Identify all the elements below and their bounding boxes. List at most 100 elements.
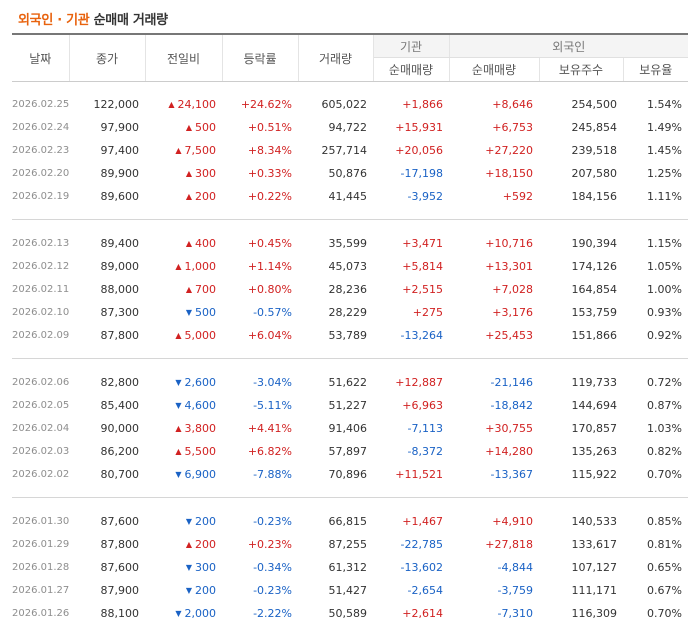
cell-date: 2026.01.28 bbox=[12, 556, 69, 579]
panel-title-investor: 외국인 · 기관 bbox=[18, 13, 89, 28]
cell-volume: 61,312 bbox=[298, 556, 373, 579]
cell-rate: +1.14% bbox=[222, 255, 298, 278]
cell-foreign-net: +27,220 bbox=[449, 139, 539, 162]
cell-foreign-hold: 111,171 bbox=[539, 579, 623, 602]
cell-close: 90,000 bbox=[69, 417, 145, 440]
cell-close: 82,800 bbox=[69, 371, 145, 394]
cell-foreign-ratio: 1.54% bbox=[623, 93, 688, 116]
cell-foreign-ratio: 0.93% bbox=[623, 301, 688, 324]
cell-change: ▼2,000 bbox=[145, 602, 222, 625]
cell-inst-net: +3,471 bbox=[373, 232, 449, 255]
cell-rate: +0.23% bbox=[222, 533, 298, 556]
col-change-header: 전일비 bbox=[145, 34, 222, 82]
cell-rate: +0.22% bbox=[222, 185, 298, 208]
col-foreign-hold-header: 보유주수 bbox=[539, 58, 623, 82]
cell-change-value: 500 bbox=[195, 306, 216, 319]
cell-change-value: 7,500 bbox=[185, 144, 217, 157]
cell-foreign-hold: 107,127 bbox=[539, 556, 623, 579]
cell-change: ▼300 bbox=[145, 556, 222, 579]
cell-volume: 70,896 bbox=[298, 463, 373, 486]
triangle-up-icon: ▲ bbox=[186, 169, 192, 178]
cell-change: ▲1,000 bbox=[145, 255, 222, 278]
cell-volume: 91,406 bbox=[298, 417, 373, 440]
triangle-down-icon: ▼ bbox=[175, 609, 181, 618]
triangle-up-icon: ▲ bbox=[175, 424, 181, 433]
group-spacer bbox=[12, 208, 688, 220]
cell-inst-net: +11,521 bbox=[373, 463, 449, 486]
triangle-down-icon: ▼ bbox=[186, 308, 192, 317]
cell-inst-net: -2,654 bbox=[373, 579, 449, 602]
cell-foreign-net: +30,755 bbox=[449, 417, 539, 440]
cell-close: 86,200 bbox=[69, 440, 145, 463]
cell-close: 80,700 bbox=[69, 463, 145, 486]
cell-inst-net: +15,931 bbox=[373, 116, 449, 139]
triangle-up-icon: ▲ bbox=[186, 285, 192, 294]
cell-rate: -3.04% bbox=[222, 371, 298, 394]
cell-change-value: 400 bbox=[195, 237, 216, 250]
cell-foreign-hold: 184,156 bbox=[539, 185, 623, 208]
cell-volume: 605,022 bbox=[298, 93, 373, 116]
cell-rate: +8.34% bbox=[222, 139, 298, 162]
cell-foreign-ratio: 1.25% bbox=[623, 162, 688, 185]
cell-change: ▲400 bbox=[145, 232, 222, 255]
cell-inst-net: -13,264 bbox=[373, 324, 449, 347]
col-close-header: 종가 bbox=[69, 34, 145, 82]
triangle-down-icon: ▼ bbox=[186, 586, 192, 595]
cell-foreign-ratio: 0.72% bbox=[623, 371, 688, 394]
cell-change: ▼4,600 bbox=[145, 394, 222, 417]
cell-inst-net: +5,814 bbox=[373, 255, 449, 278]
cell-foreign-ratio: 1.03% bbox=[623, 417, 688, 440]
cell-foreign-ratio: 1.15% bbox=[623, 232, 688, 255]
cell-foreign-hold: 135,263 bbox=[539, 440, 623, 463]
cell-close: 89,000 bbox=[69, 255, 145, 278]
cell-inst-net: +1,866 bbox=[373, 93, 449, 116]
cell-volume: 94,722 bbox=[298, 116, 373, 139]
col-rate-header: 등락률 bbox=[222, 34, 298, 82]
cell-change-value: 1,000 bbox=[185, 260, 217, 273]
cell-rate: +0.33% bbox=[222, 162, 298, 185]
cell-change-value: 3,800 bbox=[185, 422, 217, 435]
cell-close: 89,600 bbox=[69, 185, 145, 208]
cell-date: 2026.02.11 bbox=[12, 278, 69, 301]
cell-inst-net: +2,614 bbox=[373, 602, 449, 625]
cell-foreign-ratio: 0.92% bbox=[623, 324, 688, 347]
col-inst-net-header: 순매매량 bbox=[373, 58, 449, 82]
cell-change: ▲200 bbox=[145, 533, 222, 556]
cell-change-value: 6,900 bbox=[185, 468, 217, 481]
cell-foreign-ratio: 1.05% bbox=[623, 255, 688, 278]
cell-change-value: 700 bbox=[195, 283, 216, 296]
cell-change-value: 200 bbox=[195, 515, 216, 528]
col-foreign-net-header: 순매매량 bbox=[449, 58, 539, 82]
cell-foreign-ratio: 0.81% bbox=[623, 533, 688, 556]
triangle-up-icon: ▲ bbox=[175, 331, 181, 340]
cell-volume: 51,427 bbox=[298, 579, 373, 602]
cell-rate: -0.23% bbox=[222, 579, 298, 602]
panel-title-volume: 순매매 거래량 bbox=[94, 13, 168, 28]
cell-date: 2026.02.25 bbox=[12, 93, 69, 116]
group-spacer bbox=[12, 499, 688, 510]
cell-change: ▲ 24,100 bbox=[145, 93, 222, 116]
cell-change: ▼6,900 bbox=[145, 463, 222, 486]
cell-date: 2026.02.23 bbox=[12, 139, 69, 162]
cell-rate: -0.34% bbox=[222, 556, 298, 579]
cell-change-value: 24,100 bbox=[178, 98, 217, 111]
triangle-up-icon: ▲ bbox=[168, 100, 174, 109]
cell-change-value: 200 bbox=[195, 190, 216, 203]
cell-volume: 35,599 bbox=[298, 232, 373, 255]
cell-change: ▲300 bbox=[145, 162, 222, 185]
cell-foreign-hold: 190,394 bbox=[539, 232, 623, 255]
cell-change: ▼500 bbox=[145, 301, 222, 324]
cell-rate: +0.45% bbox=[222, 232, 298, 255]
cell-close: 122,000 bbox=[69, 93, 145, 116]
group-spacer bbox=[12, 360, 688, 371]
